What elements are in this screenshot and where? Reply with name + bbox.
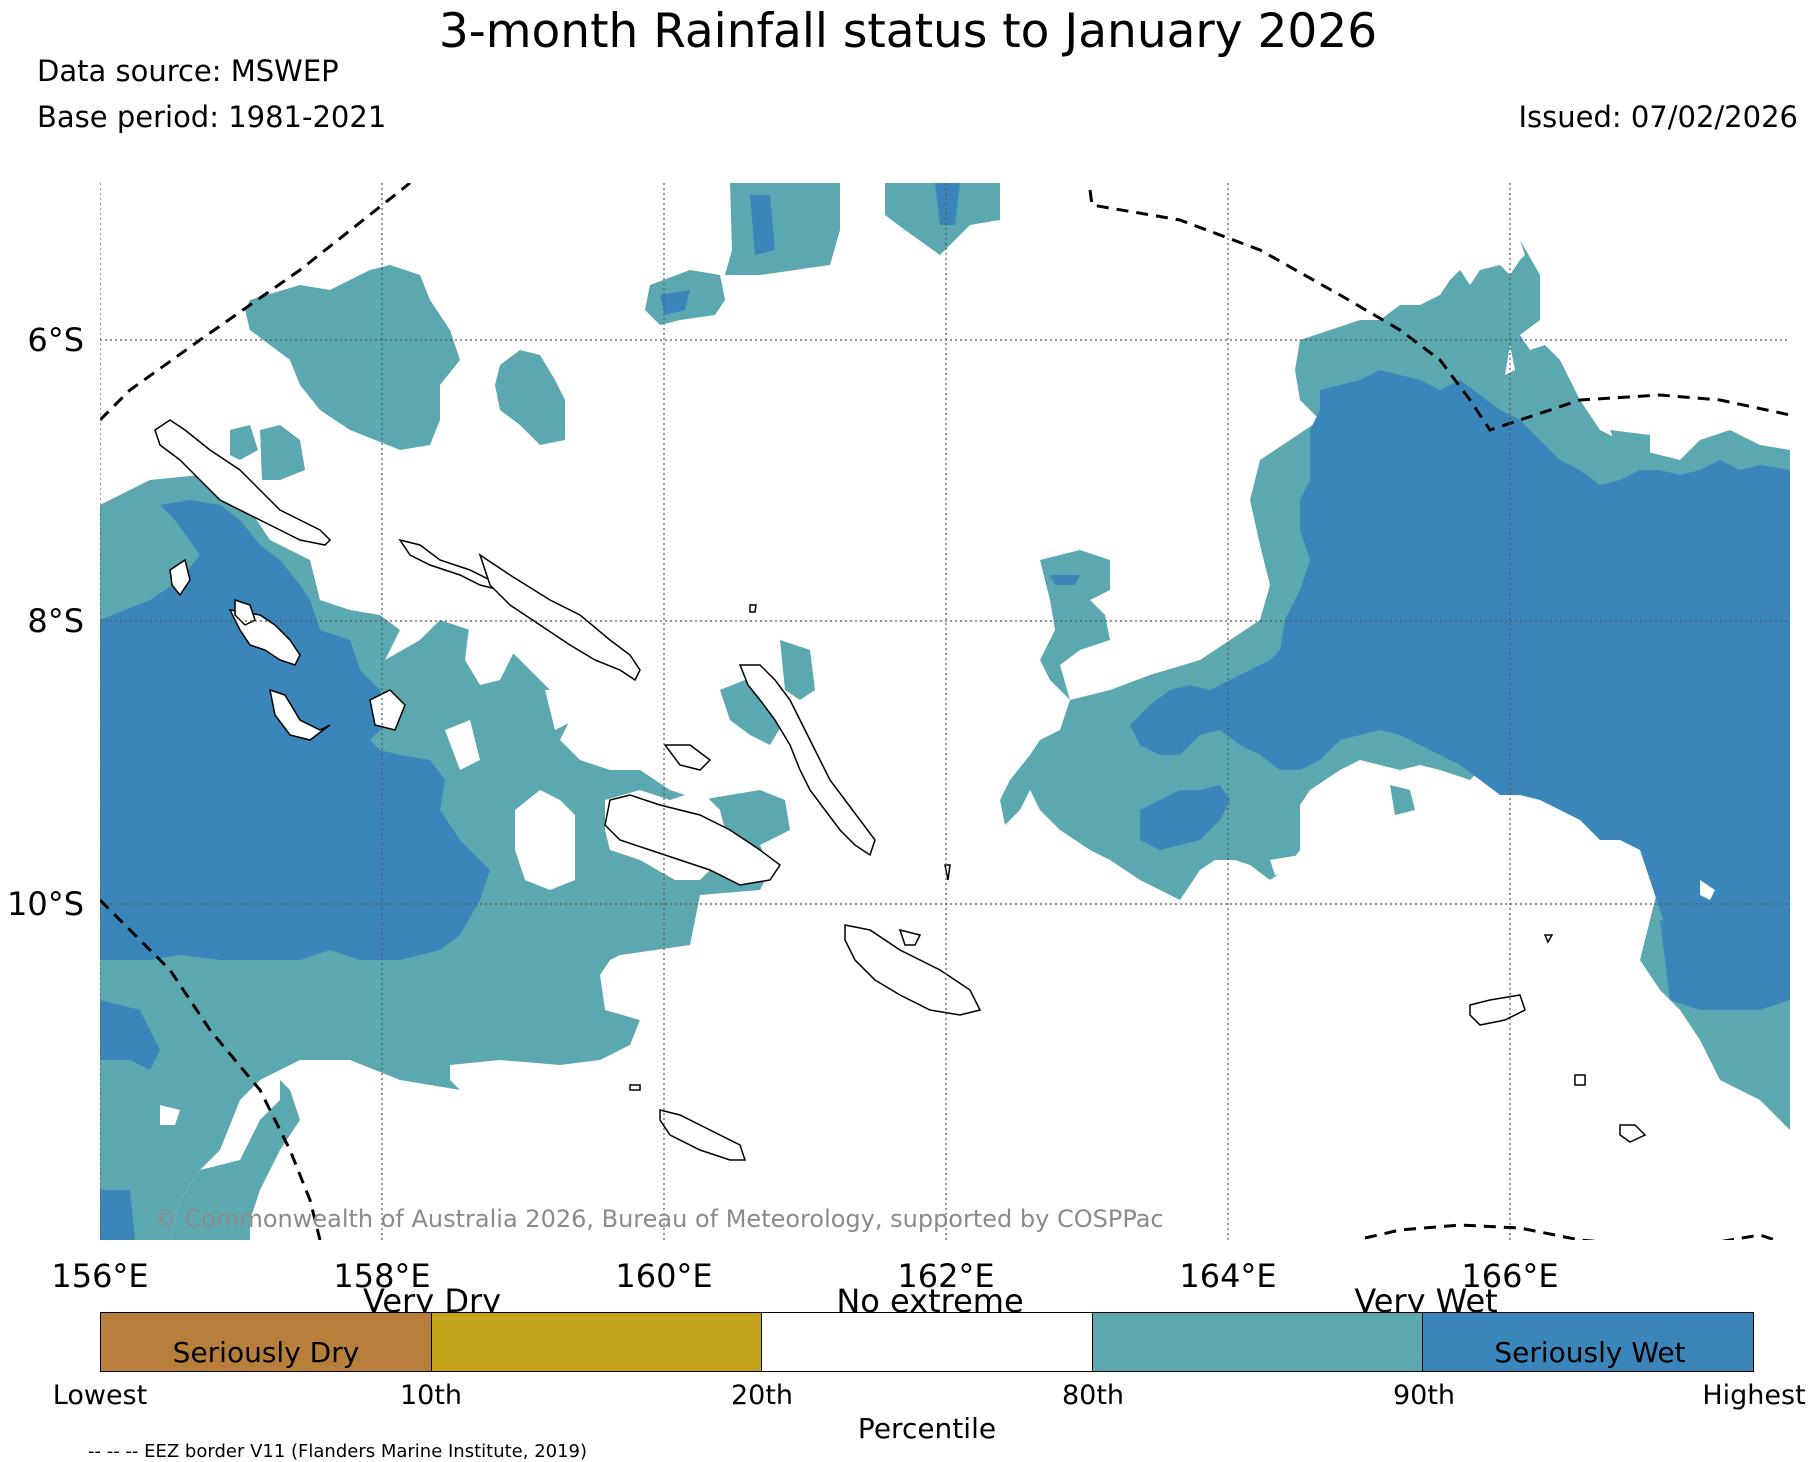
latitude-ticks: 6°S 8°S 10°S (7, 321, 84, 923)
lon-tick-160: 160°E (615, 1257, 712, 1295)
makira-island (844, 924, 982, 1016)
tikopia-island (1574, 1074, 1586, 1086)
legend-tick-10th: 10th (399, 1380, 463, 1411)
legend-axis-label: Percentile (857, 1412, 997, 1445)
lon-tick-156: 156°E (51, 1257, 148, 1295)
santa-isabel-island (478, 553, 641, 682)
legend-segment-no-extreme (762, 1313, 1093, 1371)
small-islet-3 (749, 604, 757, 613)
rennell-island (659, 1109, 747, 1161)
copyright-text: © Commonwealth of Australia 2026, Bureau… (153, 1205, 1164, 1233)
lat-tick-8s: 8°S (27, 602, 84, 640)
florida-islands (663, 744, 712, 771)
legend-color-bar (100, 1312, 1754, 1372)
eez-sw (100, 898, 322, 1240)
small-islet-4 (1543, 934, 1554, 944)
kolombangara-island (234, 598, 256, 626)
legend-tick-90th: 90th (1392, 1380, 1456, 1411)
seriously-wet-small-east (1050, 575, 1080, 585)
russell-island (369, 689, 406, 731)
issued-date: Issued: 07/02/2026 (1518, 100, 1798, 134)
nendo-island (1469, 994, 1526, 1026)
malaita-island (738, 664, 876, 857)
seriously-wet-east-bottom (1660, 920, 1790, 1010)
seriously-wet-east-lower (1140, 785, 1230, 850)
very-wet-small-blob-3 (230, 425, 258, 460)
seriously-wet-bottom-left (100, 1190, 135, 1240)
seriously-wet-southwest-blob (100, 1000, 160, 1070)
very-wet-northwest-blob (245, 265, 460, 450)
legend-tick-lowest: Lowest (52, 1380, 148, 1411)
base-period: Base period: 1981-2021 (37, 100, 387, 134)
coastlines (154, 419, 1647, 1161)
longitude-ticks: 156°E 158°E 160°E 162°E 164°E 166°E (51, 1257, 1558, 1295)
vanikoro-island (1619, 1124, 1647, 1143)
very-wet-east-small-2 (1390, 785, 1415, 815)
rendova-island (269, 688, 331, 741)
seriously-wet-small-north (750, 195, 775, 255)
legend-seriously-wet-label: Seriously Wet (1494, 1336, 1686, 1369)
bellona-island (629, 1084, 641, 1091)
very-wet-southwest (100, 1080, 300, 1240)
graticule (100, 183, 1790, 1240)
bougainville-island (154, 419, 332, 546)
eez-footnote: -- -- -- EEZ border V11 (Flanders Marine… (88, 1441, 588, 1462)
very-wet-north-center-blob (725, 183, 840, 275)
very-wet-east-small-1 (1610, 430, 1650, 455)
legend-segment-seriously-wet (1423, 1313, 1753, 1371)
legend-tick-80th: 80th (1061, 1380, 1125, 1411)
vella-lavella-island (169, 558, 191, 597)
seriously-wet-small-north-2 (660, 290, 690, 315)
legend-tick-highest: Highest (1702, 1380, 1806, 1411)
legend-tick-20th: 20th (730, 1380, 794, 1411)
legend-segment-very-wet (1092, 1313, 1424, 1371)
lon-tick-158: 158°E (333, 1257, 430, 1295)
lon-tick-162: 162°E (897, 1257, 994, 1295)
lon-tick-166: 166°E (1461, 1257, 1558, 1295)
small-islet-1 (944, 864, 951, 881)
lat-tick-10s: 10°S (7, 885, 84, 923)
small-islet-2 (898, 928, 922, 946)
data-source: Data source: MSWEP (37, 54, 339, 88)
guadalcanal-island (604, 794, 782, 886)
legend-seriously-dry-label: Seriously Dry (172, 1336, 360, 1369)
very-wet-small-mid (780, 640, 815, 700)
eez-se (1364, 1223, 1776, 1240)
legend-segment-seriously-dry (101, 1313, 432, 1371)
eez-ne (1088, 189, 1790, 432)
very-wet-small-blob-2 (260, 425, 305, 480)
seriously-wet-east-region (1130, 370, 1790, 1000)
map-title: 3-month Rainfall status to January 2026 (438, 4, 1378, 59)
seriously-wet-small-north-3 (935, 183, 960, 225)
lon-tick-164: 164°E (1179, 1257, 1276, 1295)
legend-segment-very-dry (431, 1313, 763, 1371)
lat-tick-6s: 6°S (27, 321, 84, 359)
very-wet-small-blob-1 (495, 350, 565, 445)
